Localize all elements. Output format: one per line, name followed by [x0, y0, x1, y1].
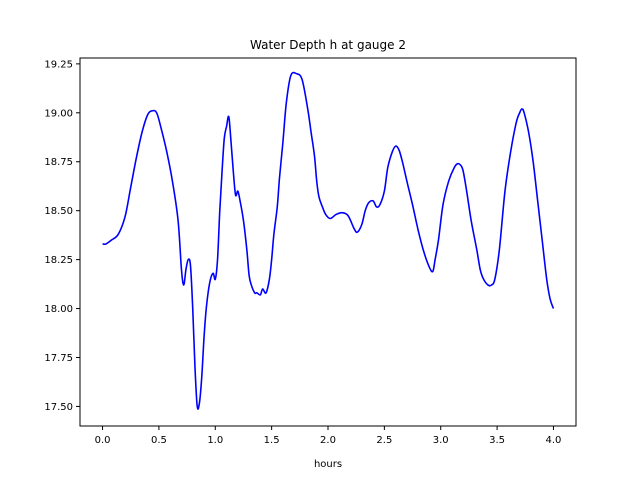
series-line-0 [102, 71, 555, 410]
plot-area [102, 71, 555, 410]
x-tick-label: 0.0 [95, 435, 111, 446]
x-tick-label: 0.5 [151, 435, 167, 446]
x-axis-label: hours [314, 459, 342, 470]
y-tick-label: 18.75 [44, 157, 73, 168]
y-tick-label: 19.00 [44, 108, 73, 119]
y-tick-label: 18.00 [44, 304, 73, 315]
y-tick-label: 18.25 [44, 255, 73, 266]
x-tick-label: 2.5 [376, 435, 392, 446]
x-tick-label: 1.5 [264, 435, 280, 446]
plot-frame [79, 57, 577, 427]
y-tick-label: 18.50 [44, 206, 73, 217]
y-tick-label: 19.25 [44, 59, 73, 70]
x-tick-label: 4.0 [546, 435, 562, 446]
chart-title: Water Depth h at gauge 2 [250, 38, 406, 52]
x-axis-ticks: 0.0 0.5 1.0 1.5 2.0 2.5 3.0 3.5 4.0 [95, 426, 562, 446]
x-tick-label: 1.0 [207, 435, 223, 446]
y-tick-label: 17.75 [44, 353, 73, 364]
x-tick-label: 3.5 [489, 435, 505, 446]
y-tick-label: 17.50 [44, 402, 73, 413]
x-tick-label: 2.0 [320, 435, 336, 446]
x-tick-label: 3.0 [433, 435, 449, 446]
y-axis-ticks: 17.50 17.75 18.00 18.25 18.50 18.75 19.00 19.25 [44, 59, 80, 413]
